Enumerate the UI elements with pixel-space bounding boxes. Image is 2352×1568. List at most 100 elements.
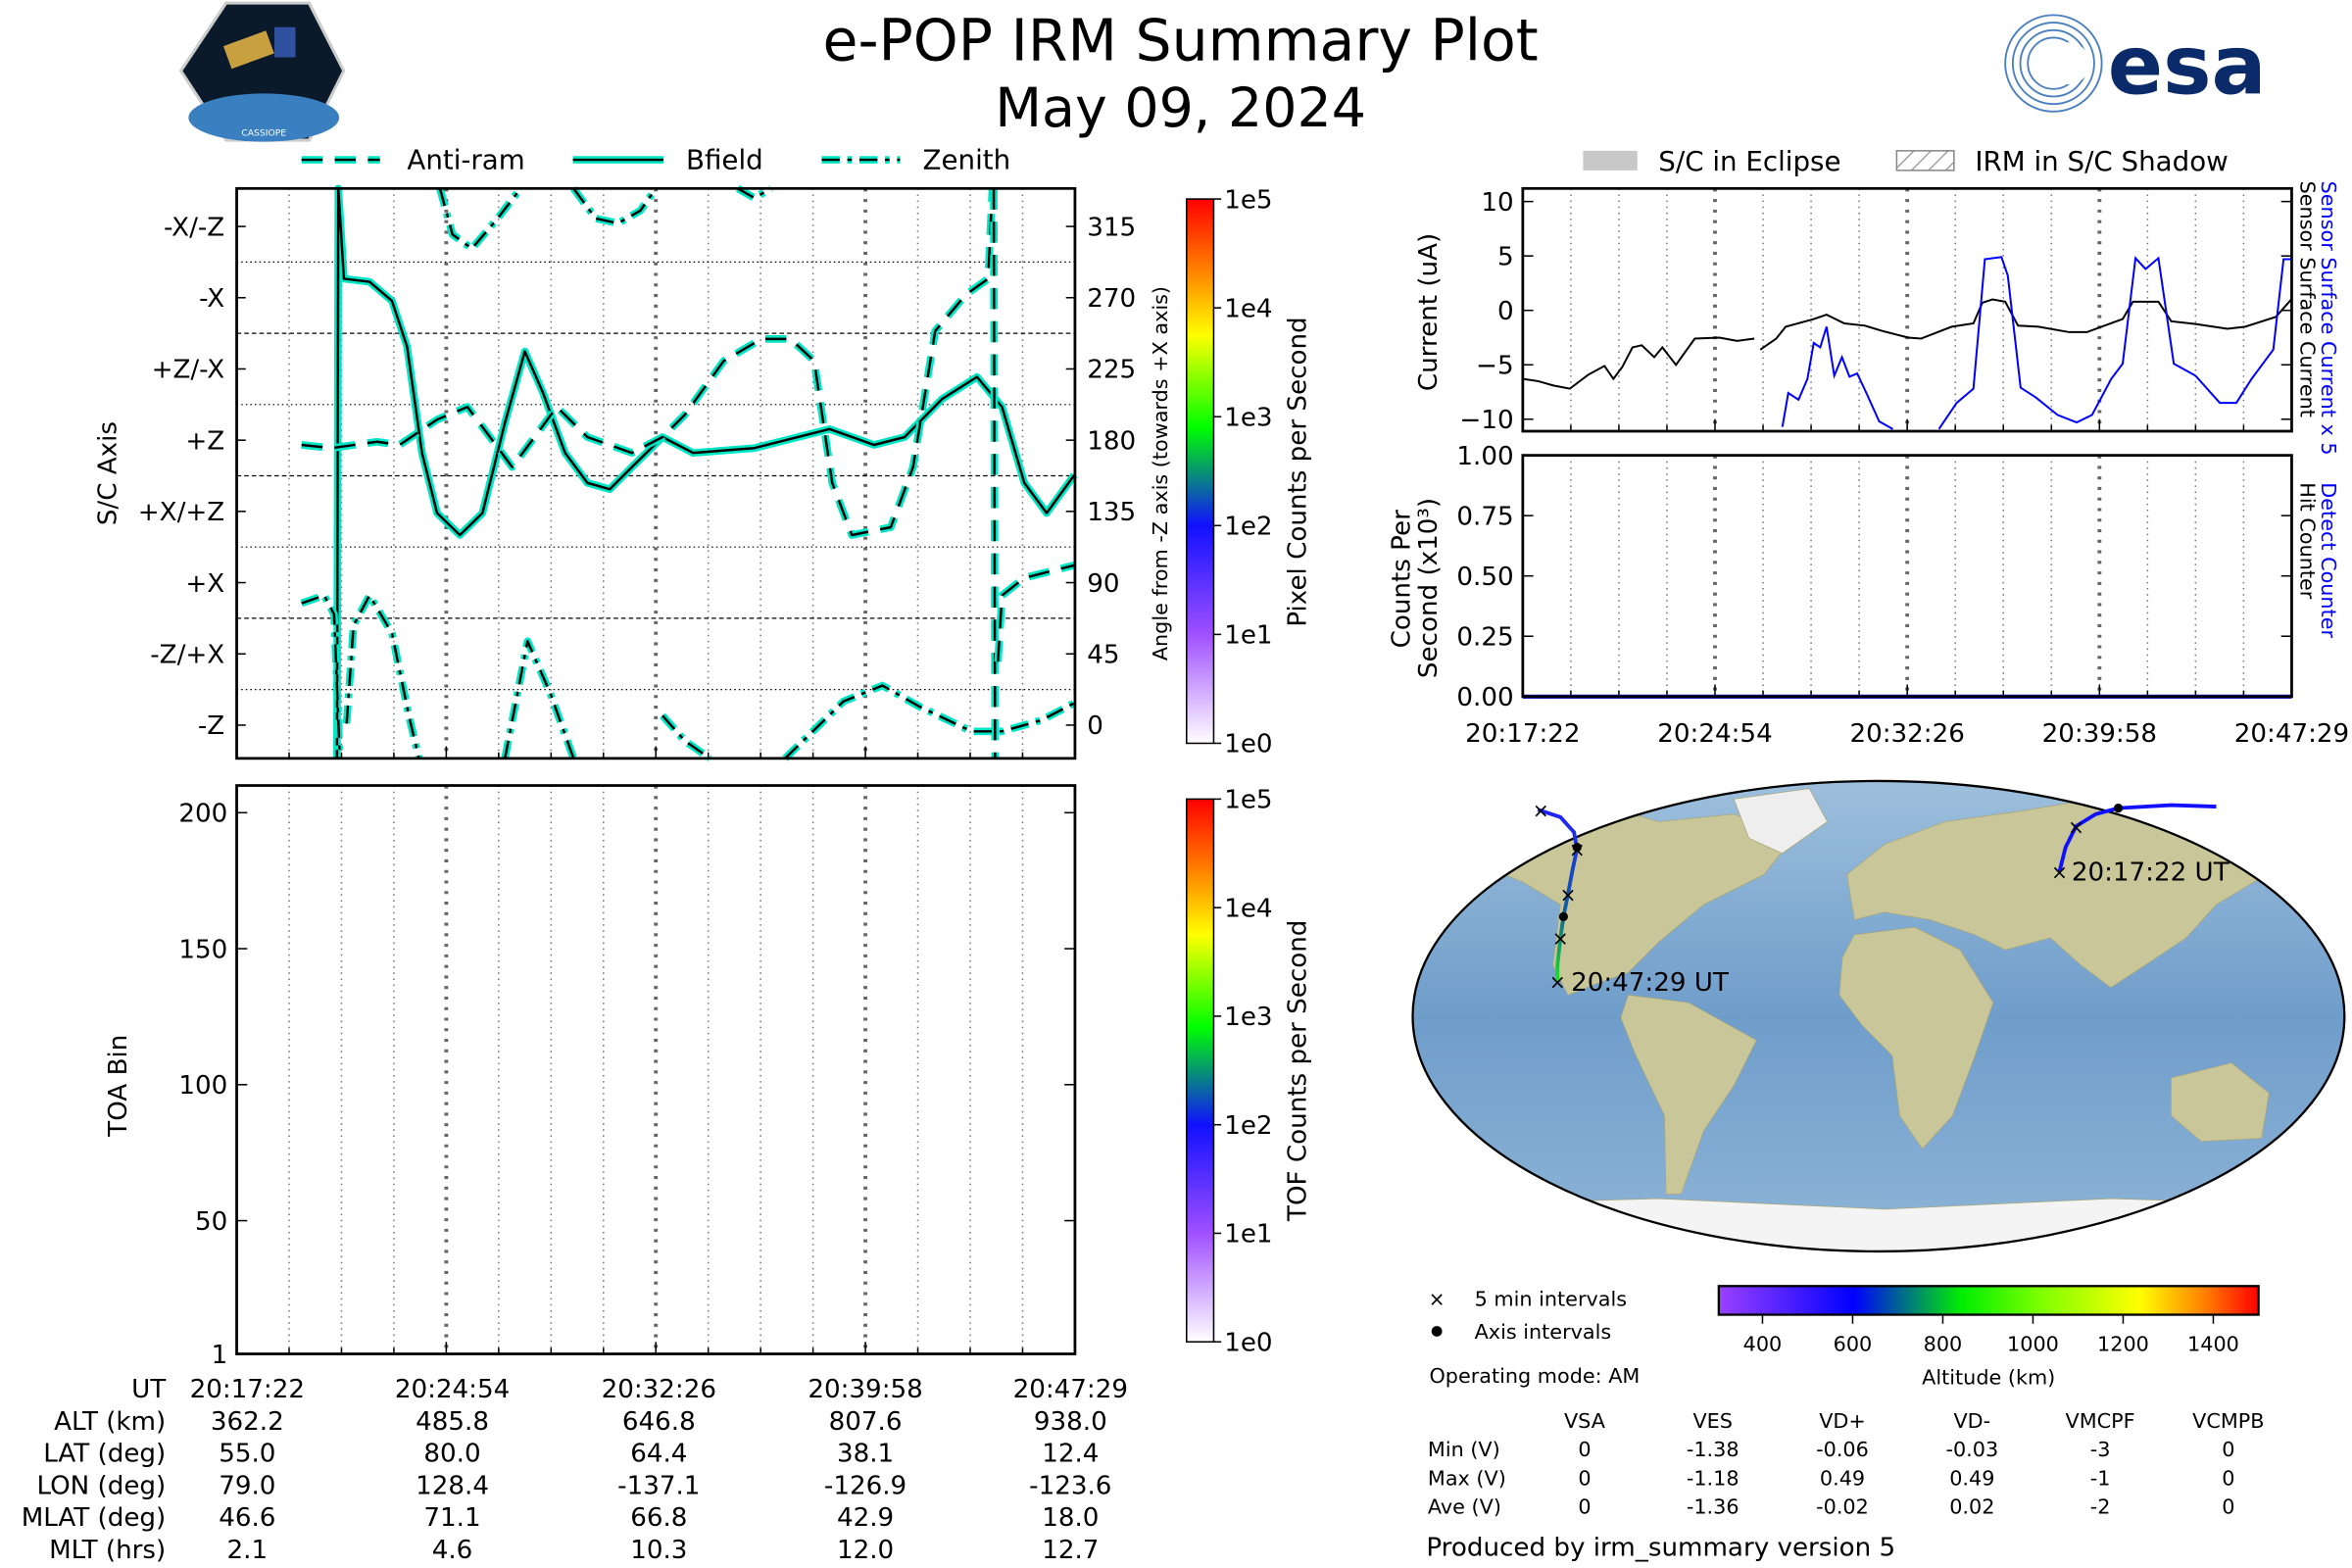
xtick-label: 20:39:58 [2042, 719, 2157, 749]
counts-ylabel-1: Counts Per [1387, 510, 1416, 648]
colorbar-tick-label: 1e3 [1224, 1003, 1272, 1032]
ytick-label: 0.00 [1456, 683, 1513, 712]
ephemeris-cell: -126.9 [824, 1471, 906, 1500]
trace-outline [301, 188, 997, 539]
axis-marker [2113, 804, 2124, 813]
ytick-label: 150 [178, 935, 227, 964]
ephemeris-cell: 64.4 [630, 1440, 687, 1469]
track-start-label: 20:17:22 UT [2072, 858, 2230, 887]
ytick-label: 200 [178, 800, 227, 829]
ytick-label-right: 180 [1087, 426, 1136, 456]
ephemeris-cell: -137.1 [617, 1471, 700, 1500]
ephemeris-cell: 807.6 [829, 1407, 903, 1437]
land-antarctica [1412, 1198, 2345, 1251]
voltage-row-label: Min (V) [1428, 1438, 1500, 1461]
current-right-label-black: Sensor Surface Current [2296, 181, 2320, 417]
ephemeris-cell: 20:47:29 [1013, 1375, 1128, 1404]
svg-text:×: × [1533, 799, 1549, 822]
attitude-panel: -Z 0 -Z/+X 45 +X 90 +X/+Z 135 +Z 180 +Z/-X 225 -X 270… [138, 184, 1136, 761]
voltage-cell: -1.18 [1687, 1466, 1740, 1490]
altitude-tick-label: 400 [1743, 1332, 1783, 1355]
series-zenith [300, 184, 1077, 761]
page-title: e-POP IRM Summary Plot [822, 8, 1538, 74]
ephemeris-row-label: UT [131, 1375, 167, 1404]
voltage-cell: 0 [1578, 1438, 1591, 1461]
trace-line [784, 684, 1075, 760]
ephemeris-cell: 20:17:22 [190, 1375, 305, 1404]
voltage-cell: -0.03 [1945, 1438, 1998, 1461]
current-ylabel: Current (uA) [1414, 233, 1444, 391]
trace-line [1781, 326, 1894, 430]
ytick-label: 0.75 [1456, 502, 1513, 531]
tof-colorbar-label: TOF Counts per Second [1283, 920, 1312, 1222]
ytick-label-right: 0 [1087, 711, 1103, 741]
plot-frame [235, 784, 1077, 1355]
ephemeris-row-label: LAT (deg) [43, 1440, 166, 1469]
plot-frame [1521, 186, 2293, 433]
voltage-cell: 0 [1578, 1466, 1591, 1490]
altitude-tick-label: 600 [1834, 1332, 1873, 1355]
ytick-label: 10 [1481, 188, 1513, 218]
voltage-row-label: Max (V) [1428, 1466, 1506, 1490]
xtick-label: 20:47:29 [2234, 719, 2349, 749]
plot-frame [235, 186, 1077, 760]
current-panel: 10 5 0 −5 −10 [1459, 186, 2293, 435]
voltage-cell: -0.06 [1816, 1438, 1869, 1461]
svg-text:esa: esa [2108, 18, 2267, 113]
operating-mode: Operating mode: AM [1429, 1364, 1640, 1388]
axis-marker [1558, 911, 1568, 921]
ephemeris-cell: 20:24:54 [395, 1375, 510, 1404]
current-right-label-blue: Sensor Surface Current x 5 [2317, 181, 2340, 456]
ytick-label-right: 90 [1087, 569, 1119, 599]
colorbar-tick-label: 1e0 [1224, 730, 1272, 760]
trace-line [438, 187, 522, 250]
ephemeris-cell: -123.6 [1029, 1471, 1111, 1500]
svg-text:×: × [2068, 815, 2084, 839]
voltage-cell: -3 [2090, 1438, 2111, 1461]
svg-text:CASSIOPE: CASSIOPE [241, 127, 286, 138]
ytick-label: 0.50 [1456, 563, 1513, 592]
five-min-marker-icon: × [1429, 1287, 1446, 1310]
svg-text:×: × [1560, 883, 1577, 906]
ytick-label-left: +Z [185, 426, 224, 456]
legend-bfield: Bfield [686, 143, 763, 175]
current-legend: S/C in Eclipse IRM in S/C Shadow [1583, 145, 2229, 177]
legend-zenith: Zenith [923, 143, 1011, 175]
ytick-label: 5 [1497, 242, 1514, 271]
trace-line [1759, 298, 2292, 351]
colorbar-tick-label: 1e4 [1224, 894, 1272, 923]
ytick-label-left: +X/+Z [138, 498, 224, 527]
colorbar-tick-label: 1e2 [1224, 513, 1272, 542]
axis-marker [1572, 843, 1582, 853]
trace-line [662, 714, 711, 760]
ytick-label-left: +Z/-X [152, 356, 225, 385]
legend-shadow: IRM in S/C Shadow [1975, 145, 2228, 177]
voltage-cell: -1.38 [1687, 1438, 1740, 1461]
trace-line [335, 187, 1076, 759]
track-end-label: 20:47:29 UT [1571, 968, 1730, 998]
trace-line [301, 188, 994, 537]
attitude-legend: Anti-ram Bfield Zenith [301, 143, 1011, 175]
trace-line [1937, 256, 2291, 430]
trace-line [737, 187, 772, 200]
voltage-cell: 0 [2222, 1495, 2234, 1519]
voltage-column-header: VD- [1953, 1409, 1990, 1433]
ground-track-west [1537, 808, 1580, 982]
ephemeris-cell: 485.8 [416, 1407, 489, 1437]
colorbar-tick-label: 1e5 [1224, 185, 1272, 215]
ground-track-east [2057, 803, 2217, 872]
ephemeris-cell: 2.1 [227, 1536, 269, 1565]
pixel-colorbar: Pixel Counts per Second 1e0 1e1 1e2 1e3 1e4 1… [1186, 185, 1312, 760]
ytick-label: 100 [178, 1071, 227, 1101]
voltage-table: VSA VES VD+ VD- VMCPF VCMPB Min (V) 0 -1.38 -0.06… [1428, 1409, 2265, 1519]
svg-text:×: × [2051, 860, 2068, 884]
colorbar-tick-label: 1e3 [1224, 403, 1272, 432]
ytick-label-left: -X [199, 284, 224, 314]
pixel-colorbar-label: Pixel Counts per Second [1283, 317, 1312, 626]
voltage-cell: -1 [2090, 1466, 2111, 1490]
ytick-label: 0.25 [1456, 622, 1513, 652]
ephemeris-cell: 71.1 [423, 1503, 480, 1533]
xtick-label: 20:17:22 [1465, 719, 1580, 749]
legend-eclipse: S/C in Eclipse [1658, 145, 1840, 177]
